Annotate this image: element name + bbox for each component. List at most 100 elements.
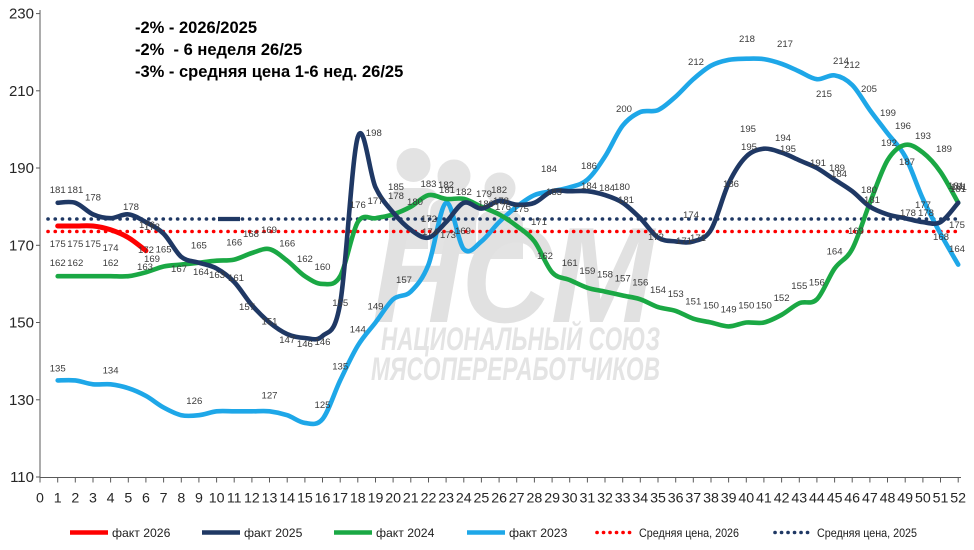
svg-text:158: 158 <box>597 270 613 281</box>
svg-text:189: 189 <box>936 144 952 155</box>
svg-text:157: 157 <box>615 274 631 285</box>
svg-text:4: 4 <box>107 491 115 507</box>
svg-text:36: 36 <box>668 491 684 507</box>
svg-text:162: 162 <box>67 258 83 269</box>
svg-text:48: 48 <box>880 491 896 507</box>
svg-text:28: 28 <box>527 491 543 507</box>
svg-text:196: 196 <box>895 121 911 132</box>
svg-text:155: 155 <box>791 281 807 292</box>
svg-text:173: 173 <box>440 230 456 241</box>
svg-text:218: 218 <box>739 34 755 45</box>
svg-text:157: 157 <box>396 275 412 286</box>
svg-text:38: 38 <box>703 491 719 507</box>
svg-text:169: 169 <box>261 225 277 236</box>
svg-text:181: 181 <box>618 195 634 206</box>
svg-text:факт 2023: факт 2023 <box>509 526 568 540</box>
svg-text:164: 164 <box>949 244 966 255</box>
svg-text:32: 32 <box>597 491 613 507</box>
svg-text:182: 182 <box>491 185 507 196</box>
svg-text:46: 46 <box>844 491 860 507</box>
svg-text:178: 178 <box>123 202 139 213</box>
svg-text:151: 151 <box>685 297 701 308</box>
svg-text:146: 146 <box>314 337 330 348</box>
svg-text:7: 7 <box>160 491 168 507</box>
svg-text:230: 230 <box>9 6 34 23</box>
svg-text:181: 181 <box>950 184 966 195</box>
svg-text:24: 24 <box>456 491 472 507</box>
svg-text:162: 162 <box>537 251 553 262</box>
svg-text:11: 11 <box>227 491 242 507</box>
svg-text:25: 25 <box>474 491 490 507</box>
svg-text:157: 157 <box>239 302 255 313</box>
svg-text:181: 181 <box>951 182 967 193</box>
svg-text:50: 50 <box>915 491 931 507</box>
svg-text:41: 41 <box>756 491 772 507</box>
svg-text:МЯСОПЕРЕРАБОТЧИКОВ: МЯСОПЕРЕРАБОТЧИКОВ <box>371 351 660 387</box>
svg-text:40: 40 <box>738 491 754 507</box>
svg-text:183: 183 <box>546 187 562 198</box>
svg-text:14: 14 <box>279 491 295 507</box>
svg-text:194: 194 <box>775 133 792 144</box>
svg-text:152: 152 <box>774 293 790 304</box>
svg-text:193: 193 <box>915 131 931 142</box>
svg-text:214: 214 <box>833 56 850 67</box>
svg-text:15: 15 <box>297 491 313 507</box>
svg-text:39: 39 <box>721 491 737 507</box>
svg-text:215: 215 <box>816 89 832 100</box>
svg-text:155: 155 <box>332 298 348 309</box>
svg-text:153: 153 <box>668 289 684 300</box>
svg-text:-2% - 2026/2025: -2% - 2026/2025 <box>135 19 257 37</box>
svg-text:5: 5 <box>124 491 132 507</box>
svg-text:42: 42 <box>774 491 790 507</box>
svg-text:125: 125 <box>314 400 330 411</box>
svg-text:162: 162 <box>297 254 313 265</box>
svg-text:165: 165 <box>191 241 207 252</box>
svg-text:168: 168 <box>243 229 259 240</box>
svg-text:180: 180 <box>407 197 423 208</box>
svg-text:44: 44 <box>809 491 825 507</box>
svg-text:1: 1 <box>54 491 62 507</box>
svg-text:166: 166 <box>226 238 242 249</box>
svg-text:180: 180 <box>614 182 630 193</box>
svg-text:134: 134 <box>103 365 120 376</box>
svg-text:35: 35 <box>650 491 666 507</box>
svg-text:182: 182 <box>456 187 472 198</box>
svg-text:160: 160 <box>314 262 330 273</box>
svg-text:191: 191 <box>810 158 826 169</box>
svg-text:190: 190 <box>9 160 34 177</box>
svg-text:156: 156 <box>632 277 648 288</box>
svg-text:9: 9 <box>195 491 203 507</box>
svg-text:175: 175 <box>67 239 83 250</box>
svg-text:177: 177 <box>915 200 931 211</box>
svg-text:172: 172 <box>648 232 664 243</box>
svg-text:20: 20 <box>385 491 401 507</box>
svg-text:184: 184 <box>581 181 598 192</box>
svg-text:199: 199 <box>880 108 896 119</box>
svg-text:181: 181 <box>50 185 66 196</box>
svg-text:150: 150 <box>738 301 754 312</box>
svg-text:171: 171 <box>531 217 547 228</box>
svg-text:164: 164 <box>827 247 844 258</box>
svg-text:167: 167 <box>171 264 187 275</box>
svg-text:175: 175 <box>949 220 965 231</box>
svg-text:175: 175 <box>50 239 66 250</box>
svg-text:110: 110 <box>10 469 34 486</box>
svg-text:174: 174 <box>422 227 439 238</box>
svg-text:189: 189 <box>829 163 845 174</box>
svg-text:169: 169 <box>848 226 864 237</box>
svg-text:178: 178 <box>493 196 509 207</box>
svg-text:200: 200 <box>616 104 632 115</box>
svg-text:33: 33 <box>615 491 631 507</box>
svg-text:51: 51 <box>933 491 949 507</box>
svg-text:12: 12 <box>244 491 260 507</box>
svg-text:162: 162 <box>50 258 66 269</box>
svg-text:Средняя цена, 2026: Средняя цена, 2026 <box>639 526 739 540</box>
svg-text:212: 212 <box>688 57 704 68</box>
svg-text:2: 2 <box>71 491 79 507</box>
svg-text:178: 178 <box>918 208 934 219</box>
svg-text:180: 180 <box>861 185 877 196</box>
svg-text:163: 163 <box>137 262 153 273</box>
svg-text:147: 147 <box>279 335 295 346</box>
svg-text:факт 2024: факт 2024 <box>376 526 435 540</box>
svg-text:21: 21 <box>403 491 419 507</box>
